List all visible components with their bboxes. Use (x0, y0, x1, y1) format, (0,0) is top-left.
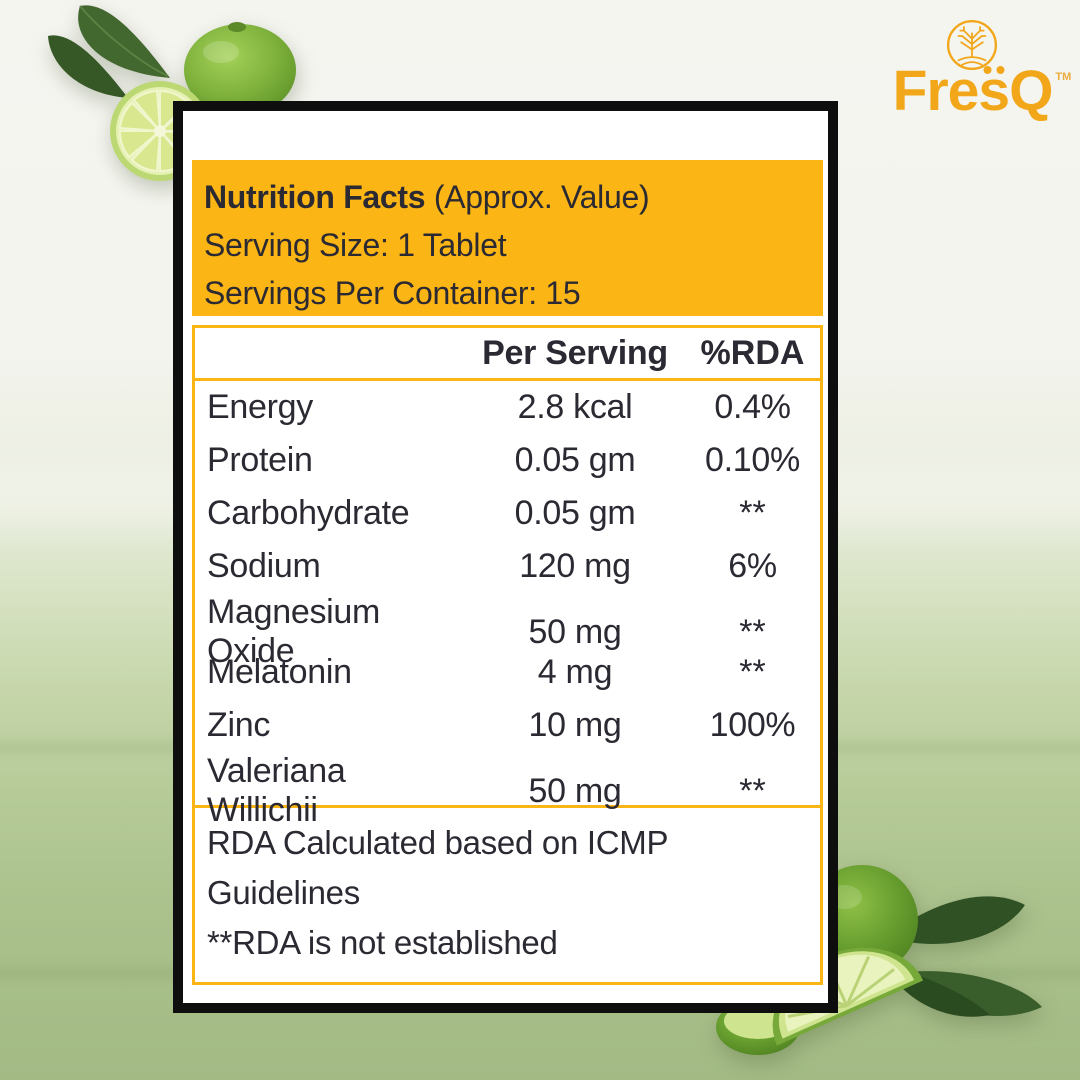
tree-in-circle-icon (946, 19, 998, 71)
cell-name: Sodium (207, 547, 321, 585)
cell-name: Protein (207, 441, 313, 479)
cell-rda: 100% (709, 706, 796, 744)
cell-rda: 6% (728, 547, 777, 585)
cell-per_serving: 10 mg (528, 706, 622, 744)
table-row: Magnesium Oxide 50 mg ** (195, 593, 820, 670)
table-header-row: Per Serving %RDA (195, 328, 820, 381)
cell-rda: ** (739, 771, 766, 810)
cell-per_serving: 50 mg (528, 771, 622, 810)
label-title-note: (Approx. Value) (425, 179, 650, 215)
cell-per_serving: 0.05 gm (514, 441, 636, 479)
cell-name: Energy (207, 388, 313, 426)
whole-lime (184, 22, 296, 116)
table-row: Protein 0.05 gm 0.10% (195, 434, 820, 487)
cell-per_serving: 50 mg (528, 612, 622, 651)
table-row: Carbohydrate 0.05 gm ** (195, 487, 820, 540)
cell-rda: 0.4% (714, 388, 791, 426)
cell-per_serving: 0.05 gm (514, 494, 636, 532)
brand-wordmark: Fre sQ TM (886, 58, 1078, 124)
diaeresis-dots (983, 66, 1004, 74)
table-body: Energy 2.8 kcal 0.4% Protein 0.05 gm 0.10% Car… (195, 381, 820, 829)
footnote-line: **RDA is not established (207, 924, 558, 961)
cell-per_serving: 4 mg (537, 653, 613, 691)
label-title-line: Nutrition Facts (Approx. Value) (204, 173, 823, 221)
nutrition-table: Per Serving %RDA Energy 2.8 kcal 0.4% Prote… (192, 325, 823, 985)
label-title: Nutrition Facts (204, 179, 426, 215)
lime-leaves (48, 5, 170, 98)
table-row: Valeriana Willichii 50 mg ** (195, 752, 820, 829)
label-header: Nutrition Facts (Approx. Value) Serving … (192, 160, 823, 316)
table-footnotes: RDA Calculated based on ICMP Guidelines … (195, 805, 820, 982)
serving-size-line: Serving Size: 1 Tablet (204, 227, 507, 263)
cell-per_serving: 2.8 kcal (517, 388, 633, 426)
cell-name: Valeriana Willichii (207, 752, 346, 829)
fresq-logo: Fre sQ TM (886, 14, 1078, 124)
cell-rda: 0.10% (705, 441, 800, 479)
brand-s-wrap: s (978, 58, 1010, 124)
cell-rda: ** (739, 612, 766, 651)
nutrition-facts-panel: Nutrition Facts (Approx. Value) Serving … (173, 101, 838, 1013)
table-row: Melatonin 4 mg ** (195, 646, 820, 699)
column-header-rda: %RDA (700, 333, 805, 372)
cell-name: Melatonin (207, 653, 352, 691)
footnote-line: RDA Calculated based on ICMP Guidelines (207, 824, 668, 911)
cell-name: Magnesium Oxide (207, 593, 381, 670)
cell-rda: ** (739, 494, 766, 532)
column-header-per-serving: Per Serving (482, 333, 668, 372)
brand-pre: Fre (892, 59, 980, 123)
trademark-symbol: TM (1055, 71, 1072, 83)
table-row: Sodium 120 mg 6% (195, 540, 820, 593)
table-row: Energy 2.8 kcal 0.4% (195, 381, 820, 434)
brand-post: Q (1009, 59, 1053, 123)
servings-per-container-line: Servings Per Container: 15 (204, 275, 581, 311)
cell-rda: ** (739, 653, 766, 691)
table-row: Zinc 10 mg 100% (195, 699, 820, 752)
cell-name: Zinc (207, 706, 271, 744)
cell-name: Carbohydrate (207, 494, 410, 532)
cell-per_serving: 120 mg (519, 547, 631, 585)
